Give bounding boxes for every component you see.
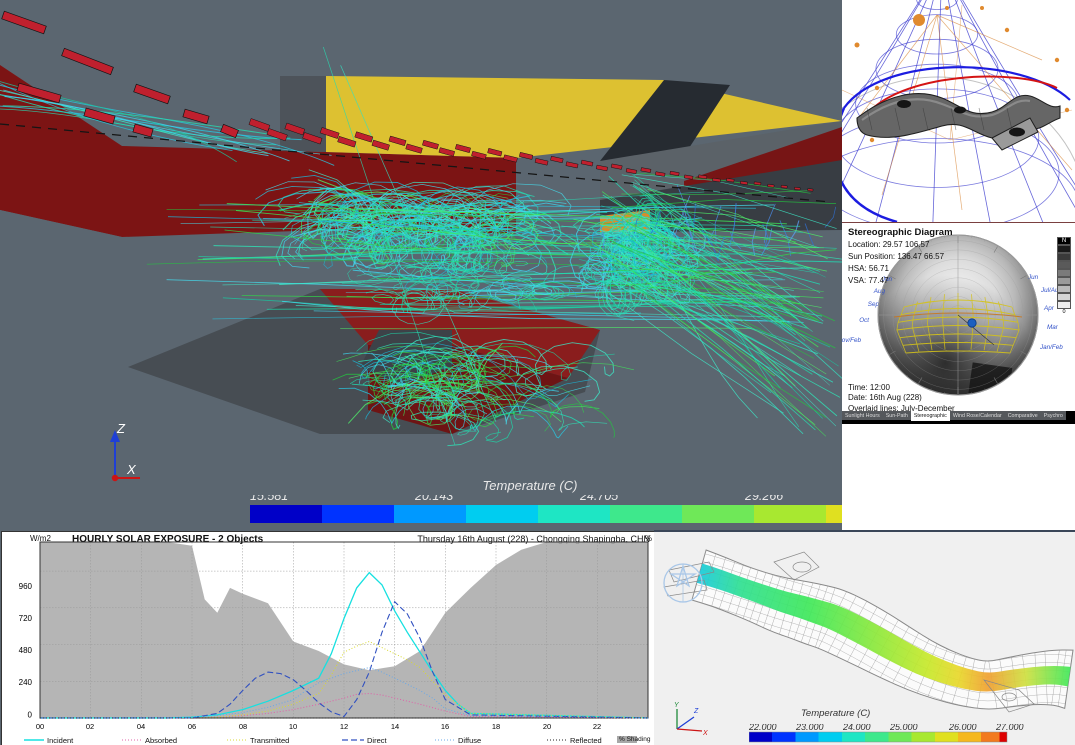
svg-text:Jan/Feb: Jan/Feb (1039, 344, 1063, 351)
svg-text:0: 0 (28, 711, 33, 720)
svg-text:24.705: 24.705 (579, 495, 618, 503)
svg-text:04: 04 (137, 722, 145, 731)
svg-text:26.000: 26.000 (948, 724, 977, 732)
svg-text:Apr: Apr (1043, 305, 1055, 312)
svg-text:20: 20 (543, 722, 551, 731)
svg-text:480: 480 (19, 646, 33, 655)
svg-text:20.143: 20.143 (414, 495, 453, 503)
svg-text:10: 10 (289, 722, 297, 731)
svg-text:22: 22 (593, 722, 601, 731)
svg-text:18: 18 (492, 722, 500, 731)
svg-text:22.000: 22.000 (749, 724, 777, 732)
svg-text:240: 240 (19, 678, 33, 687)
svg-text:14: 14 (391, 722, 399, 731)
svg-text:00: 00 (36, 722, 44, 731)
svg-text:720: 720 (19, 614, 33, 623)
svg-text:Y: Y (674, 702, 680, 709)
svg-text:Oct: Oct (859, 317, 869, 324)
svg-text:Aug: Aug (873, 288, 886, 295)
svg-text:23.000: 23.000 (795, 724, 824, 732)
svg-text:Sep: Sep (868, 301, 880, 308)
svg-text:27.000: 27.000 (995, 724, 1024, 732)
svg-text:Z: Z (693, 708, 699, 715)
svg-text:Nov/Feb: Nov/Feb (842, 337, 861, 344)
svg-text:08: 08 (239, 722, 247, 731)
svg-text:16: 16 (441, 722, 449, 731)
svg-text:29.266: 29.266 (744, 495, 783, 503)
svg-text:Z: Z (116, 421, 126, 436)
svg-text:25.000: 25.000 (889, 724, 918, 732)
svg-text:12: 12 (340, 722, 348, 731)
svg-text:06: 06 (188, 722, 196, 731)
svg-text:02: 02 (86, 722, 94, 731)
svg-text:15.581: 15.581 (250, 495, 288, 503)
svg-text:Mar: Mar (1047, 324, 1059, 331)
svg-text:960: 960 (19, 582, 33, 591)
svg-text:24.000: 24.000 (842, 724, 871, 732)
svg-text:X: X (702, 730, 708, 737)
svg-text:X: X (126, 462, 137, 477)
